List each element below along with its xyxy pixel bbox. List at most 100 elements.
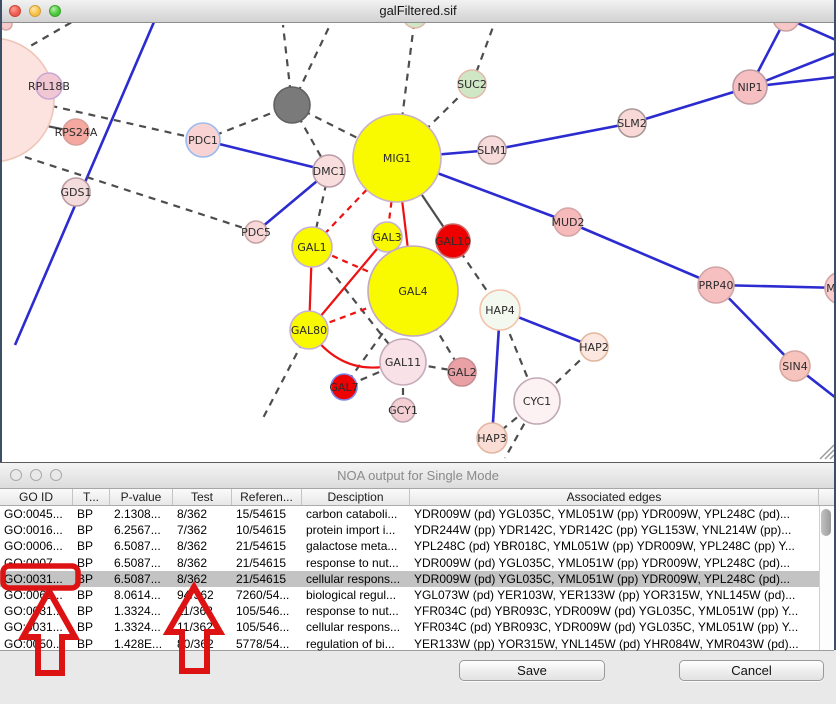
network-node-GAL7[interactable] bbox=[330, 373, 358, 401]
network-node-HAP4[interactable] bbox=[479, 289, 521, 331]
network-node-GAL10[interactable] bbox=[435, 223, 471, 259]
table-row-2[interactable]: GO:0016... BP 6.2567... 7/362 10/54615 protei… bbox=[0, 522, 819, 538]
cell-goid[interactable]: GO:0031... bbox=[4, 604, 63, 619]
cell-description[interactable]: protein import i... bbox=[306, 523, 396, 538]
resize-grip[interactable] bbox=[829, 454, 835, 460]
network-node-GRAY[interactable] bbox=[273, 86, 311, 124]
network-node-HAP2[interactable] bbox=[579, 332, 609, 362]
cell-pvalue[interactable]: 1.3324... bbox=[114, 604, 161, 619]
network-node-HAP3[interactable] bbox=[476, 422, 508, 454]
cell-pvalue[interactable]: 6.5087... bbox=[114, 555, 161, 570]
noa-window-titlebar[interactable]: NOA output for Single Mode bbox=[0, 463, 836, 489]
cell-reference[interactable]: 15/54615 bbox=[236, 507, 287, 521]
network-canvas[interactable]: RPL18B RPS24A GDS1 PDC1 PDC5 DMC1 MIG1 SUC2 SLM1… bbox=[0, 22, 836, 462]
network-node-GRTOP[interactable] bbox=[403, 22, 427, 29]
cell-edges[interactable]: YGL073W (pd) YER103W, YER133W (pp) YOR31… bbox=[414, 587, 796, 602]
network-node-PRP40[interactable] bbox=[697, 266, 735, 304]
cell-description[interactable]: response to nut... bbox=[306, 604, 399, 619]
cell-reference[interactable]: 21/54615 bbox=[236, 539, 287, 554]
cell-test[interactable]: 8/362 bbox=[177, 555, 208, 570]
column-header-associatededges[interactable]: Associated edges bbox=[410, 489, 819, 505]
network-node-PDC1[interactable] bbox=[185, 122, 221, 158]
cell-pvalue[interactable]: 6.5087... bbox=[114, 539, 161, 554]
network-node-GDS1[interactable] bbox=[61, 177, 91, 207]
table-row-7[interactable]: GO:0031... BP 1.3324... 11/362 105/546... res… bbox=[0, 603, 819, 619]
network-node-SLM1[interactable] bbox=[477, 135, 507, 165]
cell-type[interactable]: BP bbox=[77, 507, 94, 521]
network-node-SLM2[interactable] bbox=[617, 108, 647, 138]
network-node-GAL80[interactable] bbox=[289, 310, 329, 350]
cell-edges[interactable]: YPL248C (pd) YBR018C, YML051W (pp) YDR00… bbox=[414, 539, 795, 554]
cell-description[interactable]: regulation of bi... bbox=[306, 636, 395, 651]
table-row-1[interactable]: GO:0045... BP 2.1308... 8/362 15/54615 carbon… bbox=[0, 506, 819, 522]
table-row-5-selected[interactable]: GO:0031... BP 6.5087... 8/362 21/54615 cellul… bbox=[0, 570, 819, 587]
network-node-GAL3[interactable] bbox=[371, 221, 403, 253]
cell-type[interactable]: BP bbox=[77, 636, 94, 651]
cell-goid[interactable]: GO:0031... bbox=[4, 571, 63, 586]
network-node-CYC1[interactable] bbox=[513, 377, 561, 425]
cell-description[interactable]: cellular respons... bbox=[306, 620, 401, 635]
save-button[interactable]: Save bbox=[459, 660, 605, 681]
cell-pvalue[interactable]: 1.3324... bbox=[114, 620, 161, 635]
minimize-button[interactable] bbox=[29, 5, 41, 17]
cancel-button[interactable]: Cancel bbox=[679, 660, 824, 681]
column-header-test[interactable]: Test bbox=[173, 489, 232, 505]
network-node-BIGL[interactable] bbox=[0, 37, 55, 163]
cell-edges[interactable]: YDR244W (pp) YDR142C, YDR142C (pp) YGL15… bbox=[414, 523, 792, 538]
cell-test[interactable]: 8/362 bbox=[177, 539, 208, 554]
close-button[interactable] bbox=[10, 469, 22, 481]
network-node-GAL11[interactable] bbox=[379, 338, 427, 386]
cell-goid[interactable]: GO:0065... bbox=[4, 587, 63, 602]
cell-test[interactable]: 8/362 bbox=[177, 507, 208, 521]
cell-edges[interactable]: YDR009W (pd) YGL035C, YML051W (pp) YDR00… bbox=[414, 507, 790, 521]
cell-reference[interactable]: 105/546... bbox=[236, 604, 290, 619]
scrollbar-thumb[interactable] bbox=[821, 509, 831, 536]
cell-type[interactable]: BP bbox=[77, 587, 94, 602]
network-node-RPS24A[interactable] bbox=[62, 118, 90, 146]
cell-type[interactable]: BP bbox=[77, 555, 94, 570]
cell-goid[interactable]: GO:0031... bbox=[4, 620, 63, 635]
cell-reference[interactable]: 10/54615 bbox=[236, 523, 287, 538]
cell-type[interactable]: BP bbox=[77, 523, 94, 538]
cell-edges[interactable]: YFR034C (pd) YBR093C, YDR009W (pd) YGL03… bbox=[414, 620, 799, 635]
vertical-scrollbar[interactable] bbox=[819, 506, 832, 650]
cell-goid[interactable]: GO:0050... bbox=[4, 636, 63, 651]
network-node-RPL18B[interactable] bbox=[35, 72, 63, 100]
cell-description[interactable]: biological regul... bbox=[306, 587, 397, 602]
network-node-GAL4[interactable] bbox=[367, 245, 459, 337]
network-node-GCY1[interactable] bbox=[390, 397, 416, 423]
cell-edges[interactable]: YFR034C (pd) YBR093C, YDR009W (pd) YGL03… bbox=[414, 604, 799, 619]
cell-reference[interactable]: 7260/54... bbox=[236, 587, 290, 602]
network-node-MSL1[interactable] bbox=[824, 271, 836, 305]
network-node-SUC2[interactable] bbox=[457, 69, 487, 99]
cell-edges[interactable]: YDR009W (pd) YGL035C, YML051W (pp) YDR00… bbox=[414, 571, 790, 586]
zoom-button[interactable] bbox=[50, 469, 62, 481]
network-node-TOPP[interactable] bbox=[772, 22, 800, 32]
cell-test[interactable]: 11/362 bbox=[177, 620, 213, 635]
network-window-titlebar[interactable]: galFiltered.sif bbox=[0, 0, 836, 23]
network-node-NIP1[interactable] bbox=[732, 69, 768, 105]
cell-goid[interactable]: GO:0006... bbox=[4, 539, 63, 554]
network-node-DMC1[interactable] bbox=[312, 154, 346, 188]
table-row-6[interactable]: GO:0065... BP 8.0614... 94/362 7260/54... bio… bbox=[0, 587, 819, 603]
cell-test[interactable]: 7/362 bbox=[177, 523, 208, 538]
network-node-PDC5[interactable] bbox=[244, 220, 268, 244]
cell-description[interactable]: cellular respons... bbox=[306, 571, 401, 586]
cell-reference[interactable]: 5778/54... bbox=[236, 636, 290, 651]
network-node-GAL1[interactable] bbox=[291, 226, 333, 268]
cell-test[interactable]: 8/362 bbox=[177, 571, 208, 586]
cell-pvalue[interactable]: 8.0614... bbox=[114, 587, 161, 602]
cell-pvalue[interactable]: 6.5087... bbox=[114, 571, 161, 586]
resize-grip[interactable] bbox=[819, 444, 835, 460]
cell-test[interactable]: 94/362 bbox=[177, 587, 214, 602]
cell-type[interactable]: BP bbox=[77, 604, 94, 619]
cell-pvalue[interactable]: 2.1308... bbox=[114, 507, 161, 521]
column-header-t[interactable]: T... bbox=[73, 489, 110, 505]
cell-type[interactable]: BP bbox=[77, 571, 94, 586]
cell-description[interactable]: response to nut... bbox=[306, 555, 399, 570]
table-row-8[interactable]: GO:0031... BP 1.3324... 11/362 105/546... cel… bbox=[0, 619, 819, 635]
cell-goid[interactable]: GO:0007... bbox=[4, 555, 63, 570]
column-header-referen[interactable]: Referen... bbox=[232, 489, 302, 505]
table-row-4[interactable]: GO:0007... BP 6.5087... 8/362 21/54615 respon… bbox=[0, 555, 819, 571]
resize-grip[interactable] bbox=[824, 449, 835, 460]
